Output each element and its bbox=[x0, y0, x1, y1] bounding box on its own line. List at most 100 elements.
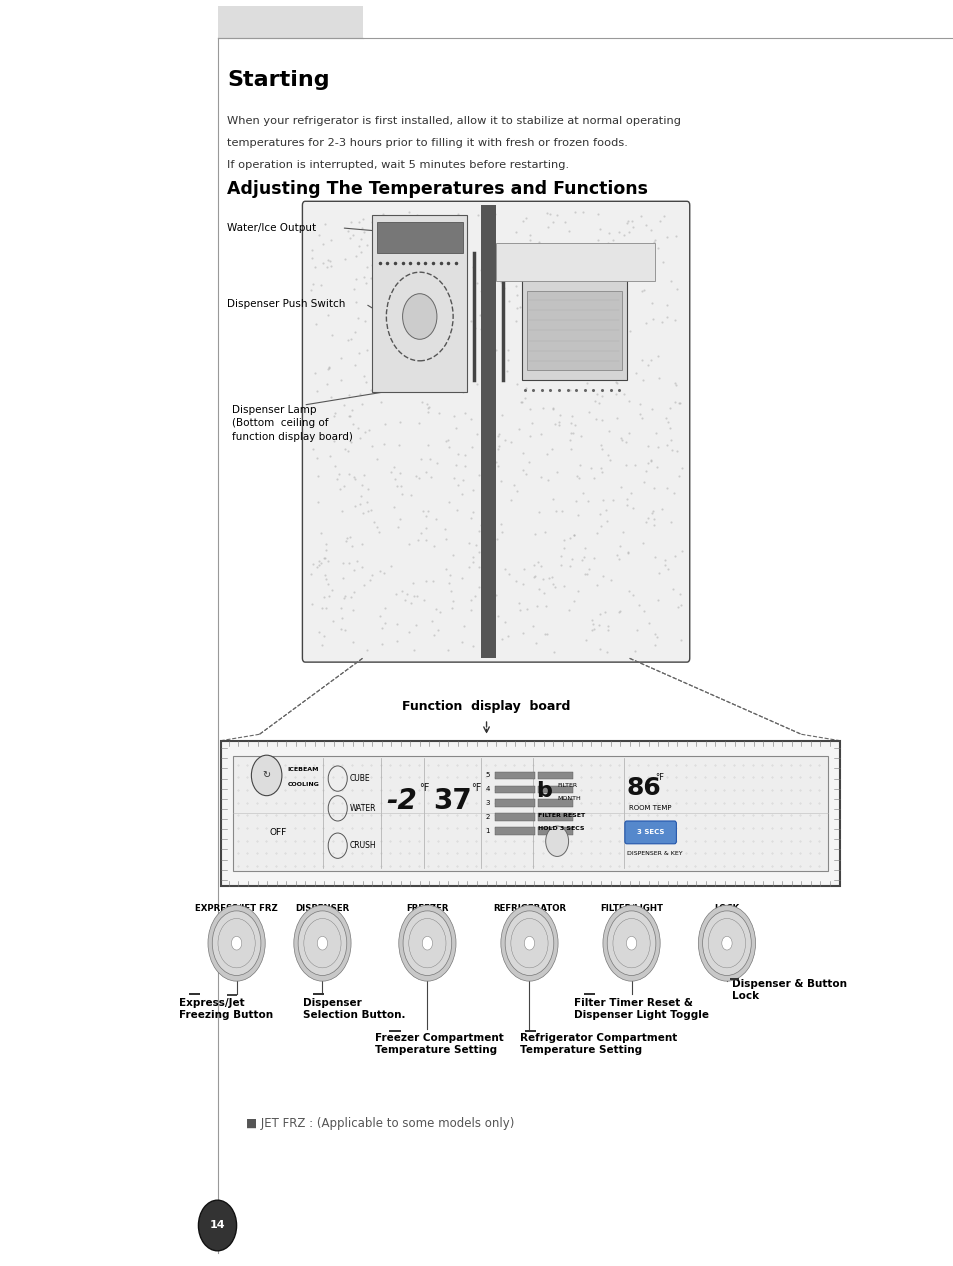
Point bbox=[379, 298, 395, 318]
Point bbox=[484, 311, 499, 332]
Point bbox=[523, 333, 538, 353]
Point bbox=[344, 400, 359, 420]
Point bbox=[317, 214, 333, 234]
Point bbox=[360, 420, 375, 441]
Point bbox=[429, 453, 444, 473]
Point bbox=[318, 541, 334, 561]
Point bbox=[567, 201, 582, 222]
Point bbox=[644, 500, 659, 520]
Point bbox=[579, 344, 595, 365]
Point bbox=[646, 514, 661, 534]
Point bbox=[445, 332, 460, 352]
Bar bbox=[233, 756, 827, 871]
Point bbox=[525, 567, 540, 587]
Point bbox=[341, 553, 356, 573]
Point bbox=[561, 556, 577, 576]
Point bbox=[586, 391, 601, 411]
Text: HOLD 3 SECS: HOLD 3 SECS bbox=[537, 827, 584, 830]
Point bbox=[368, 209, 383, 229]
Point bbox=[550, 308, 565, 328]
Point bbox=[440, 437, 456, 457]
Point bbox=[484, 470, 499, 490]
Point bbox=[538, 596, 554, 617]
Point bbox=[563, 406, 578, 427]
Point bbox=[416, 500, 431, 520]
Point bbox=[553, 555, 568, 575]
Point bbox=[599, 275, 615, 295]
Point bbox=[324, 325, 339, 346]
Point bbox=[465, 547, 480, 567]
Point bbox=[425, 329, 440, 349]
Point bbox=[572, 284, 587, 304]
Point bbox=[636, 472, 651, 492]
Point bbox=[343, 586, 358, 606]
Circle shape bbox=[500, 905, 558, 981]
Text: ■ JET FRZ : (Applicable to some models only): ■ JET FRZ : (Applicable to some models o… bbox=[246, 1117, 514, 1129]
Bar bbox=[537, 814, 573, 822]
Point bbox=[443, 581, 458, 601]
Point bbox=[604, 490, 619, 510]
Point bbox=[545, 399, 560, 419]
Point bbox=[355, 503, 371, 523]
Point bbox=[333, 598, 348, 618]
Point bbox=[324, 580, 339, 600]
Point bbox=[622, 482, 638, 503]
Point bbox=[618, 354, 634, 375]
Point bbox=[662, 429, 678, 449]
Point bbox=[305, 275, 320, 295]
Point bbox=[441, 306, 456, 327]
Bar bbox=[496, 243, 655, 281]
Point bbox=[624, 216, 639, 237]
Point bbox=[585, 468, 600, 489]
Point bbox=[609, 544, 624, 565]
Point bbox=[599, 620, 615, 641]
Point bbox=[463, 590, 478, 610]
Point bbox=[465, 257, 480, 277]
Point bbox=[415, 310, 430, 330]
Point bbox=[506, 475, 521, 495]
Point bbox=[436, 323, 452, 343]
Text: °F: °F bbox=[655, 774, 663, 782]
Point bbox=[346, 560, 361, 580]
Point bbox=[643, 219, 659, 239]
Text: 3: 3 bbox=[485, 800, 490, 806]
Point bbox=[579, 491, 595, 511]
Point bbox=[480, 565, 496, 585]
Point bbox=[401, 622, 416, 642]
Circle shape bbox=[212, 912, 260, 975]
Point bbox=[567, 415, 582, 436]
Point bbox=[513, 391, 528, 411]
Point bbox=[638, 511, 653, 532]
Point bbox=[315, 627, 331, 647]
Point bbox=[474, 260, 489, 280]
Point bbox=[514, 254, 529, 275]
Point bbox=[650, 367, 665, 387]
Point bbox=[618, 456, 633, 476]
Point bbox=[405, 573, 420, 594]
Point bbox=[543, 567, 558, 587]
Point bbox=[480, 479, 496, 499]
Point bbox=[569, 346, 584, 366]
Point bbox=[438, 558, 454, 579]
Text: If operation is interrupted, wait 5 minutes before restarting.: If operation is interrupted, wait 5 minu… bbox=[227, 160, 569, 170]
Point bbox=[640, 613, 656, 633]
Point bbox=[355, 575, 371, 595]
Point bbox=[553, 546, 568, 566]
Point bbox=[473, 514, 488, 534]
Point bbox=[462, 310, 477, 330]
Bar bbox=[729, 977, 739, 980]
Point bbox=[441, 491, 456, 511]
Point bbox=[405, 585, 420, 605]
Point bbox=[594, 462, 609, 482]
Text: DISPENSER: DISPENSER bbox=[295, 904, 349, 913]
Point bbox=[318, 598, 334, 618]
Point bbox=[560, 351, 576, 371]
Point bbox=[537, 624, 552, 644]
Point bbox=[322, 251, 337, 271]
Point bbox=[307, 257, 322, 277]
Circle shape bbox=[297, 912, 347, 975]
Point bbox=[489, 528, 504, 548]
Point bbox=[359, 257, 375, 277]
Point bbox=[343, 211, 358, 232]
Circle shape bbox=[524, 937, 534, 950]
